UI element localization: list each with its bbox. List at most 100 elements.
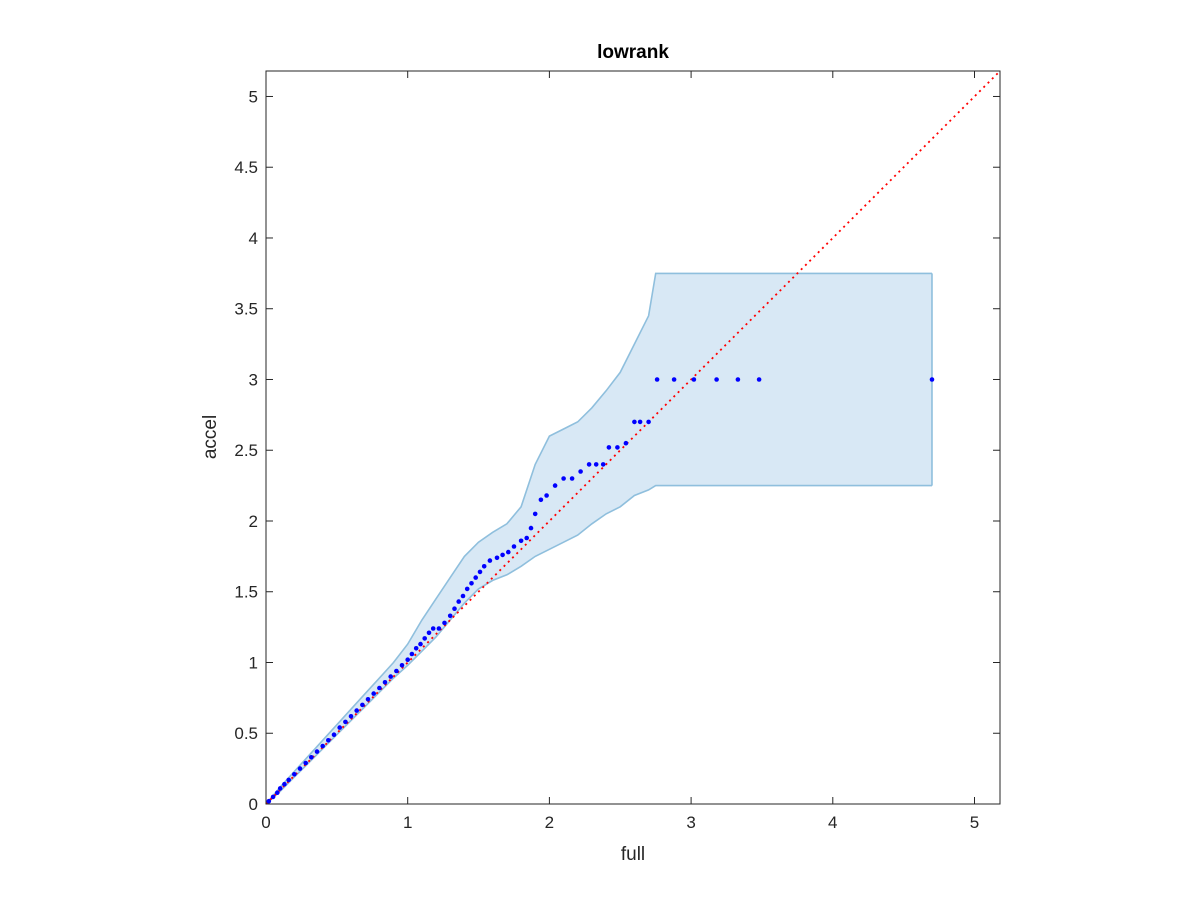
data-point (500, 552, 505, 558)
data-point (518, 538, 524, 544)
data-point (578, 469, 583, 474)
data-point (275, 790, 280, 795)
data-point (632, 419, 637, 425)
data-point (714, 377, 719, 382)
data-point (399, 663, 405, 668)
data-point (552, 483, 558, 488)
data-point (569, 476, 575, 481)
data-point (561, 476, 566, 481)
data-point (623, 440, 629, 446)
data-point (282, 781, 287, 787)
data-point (413, 646, 419, 651)
y-tick-label: 5 (249, 87, 258, 106)
data-point (354, 708, 360, 713)
data-point (422, 636, 428, 641)
data-point (606, 445, 612, 450)
data-point (286, 777, 292, 783)
y-tick-label: 1 (249, 653, 258, 672)
data-point (494, 555, 500, 561)
x-tick-label: 0 (261, 813, 270, 832)
data-point (348, 714, 354, 719)
x-axis-ticks: 0 1 2 3 4 5 (261, 71, 979, 832)
data-point (418, 641, 423, 647)
data-point (447, 613, 453, 619)
data-point (377, 685, 382, 691)
data-point (481, 564, 487, 569)
data-point (671, 377, 677, 382)
data-point (477, 569, 483, 575)
data-point (266, 798, 272, 804)
data-point (929, 377, 935, 382)
scatter-points (266, 377, 935, 804)
data-point (405, 657, 411, 662)
data-point (654, 377, 660, 382)
data-point (456, 599, 462, 604)
data-point (452, 606, 457, 611)
y-tick-label: 0 (249, 795, 258, 814)
data-point (487, 558, 493, 563)
data-point (270, 794, 276, 800)
data-point (309, 755, 314, 760)
data-point (735, 377, 741, 382)
data-point (382, 680, 388, 685)
data-point (314, 749, 320, 754)
y-axis-ticks: 0 0.5 1 1.5 2 2.5 3 3.5 4 4.5 5 (234, 87, 1000, 814)
data-point (326, 738, 331, 743)
y-axis-label: accel (200, 415, 221, 459)
band-upper-edge (265, 272, 932, 805)
y-tick-label: 4.5 (234, 158, 258, 177)
data-point (593, 462, 599, 467)
data-point (292, 772, 297, 777)
data-point (337, 725, 343, 730)
data-point (394, 668, 399, 674)
data-point (600, 462, 606, 467)
x-tick-label: 2 (545, 813, 554, 832)
data-point (436, 626, 442, 631)
data-point (365, 697, 371, 702)
data-point (511, 544, 517, 549)
y-tick-label: 4 (249, 229, 258, 248)
data-point (532, 511, 538, 517)
y-tick-label: 3 (249, 370, 258, 389)
data-point (464, 586, 470, 592)
y-tick-label: 2 (249, 512, 258, 531)
plot-frame (265, 70, 1001, 805)
data-point (473, 575, 479, 580)
y-tick-label: 1.5 (234, 583, 258, 602)
data-point (430, 626, 436, 631)
data-point (538, 497, 544, 503)
data-point (409, 651, 415, 657)
data-point (646, 419, 651, 425)
x-tick-label: 1 (403, 813, 412, 832)
chart-title: lowrank (597, 42, 669, 63)
data-point (528, 525, 534, 531)
data-point (343, 719, 348, 725)
data-point (469, 581, 474, 586)
data-point (360, 702, 365, 708)
y-tick-label: 2.5 (234, 441, 258, 460)
data-point (524, 535, 529, 541)
band-fill (266, 273, 932, 804)
identity-line (265, 70, 1001, 805)
data-point (544, 493, 549, 498)
x-tick-label: 5 (970, 813, 979, 832)
confidence-band (265, 272, 933, 805)
data-point (426, 630, 432, 636)
data-point (303, 760, 309, 766)
data-point (506, 549, 511, 555)
data-point (637, 419, 643, 425)
data-point (756, 377, 762, 382)
data-point (371, 691, 377, 696)
data-point (388, 674, 394, 679)
y-tick-label: 0.5 (234, 724, 258, 743)
data-point (277, 786, 283, 791)
data-point (615, 445, 620, 450)
data-point (442, 620, 447, 626)
data-point (297, 766, 303, 771)
x-axis-label: full (621, 844, 645, 865)
x-tick-label: 4 (828, 813, 837, 832)
data-point (691, 377, 697, 382)
data-point (331, 732, 337, 737)
data-point (320, 743, 326, 749)
